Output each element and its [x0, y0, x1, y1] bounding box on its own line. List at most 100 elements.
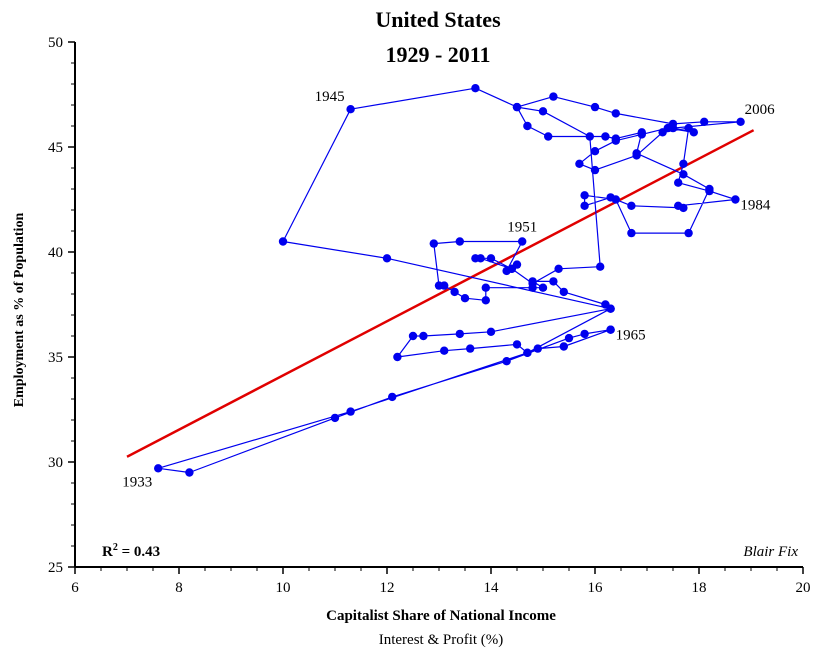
x-tick-label: 20: [796, 580, 811, 596]
x-tick-label: 6: [71, 580, 79, 596]
data-point: [346, 407, 355, 416]
data-point: [606, 304, 615, 313]
data-point: [658, 128, 667, 137]
data-point: [393, 352, 402, 362]
chart-title: United States: [375, 7, 501, 32]
data-point: [684, 228, 693, 238]
r-squared-value: = 0.43: [118, 544, 160, 560]
data-point: [580, 201, 589, 210]
chart-subtitle: 1929 - 2011: [385, 42, 490, 67]
year-label: 1951: [507, 220, 537, 236]
regression-line: [126, 129, 755, 458]
data-point: [502, 266, 511, 276]
data-point: [627, 228, 636, 238]
data-point: [388, 392, 397, 402]
r-squared-superscript: 2: [113, 542, 118, 553]
data-point: [637, 128, 646, 137]
year-label: 2006: [745, 102, 776, 118]
data-point: [700, 117, 709, 127]
x-tick-label: 10: [276, 580, 291, 596]
x-axis-sublabel: Interest & Profit (%): [379, 632, 504, 648]
x-tick-label: 14: [484, 580, 500, 596]
data-point: [528, 277, 537, 286]
data-point: [486, 327, 496, 336]
data-point: [471, 254, 480, 263]
data-point: [460, 294, 470, 303]
data-point: [538, 283, 548, 292]
data-point: [679, 203, 688, 213]
data-point: [559, 342, 568, 351]
data-point: [559, 287, 568, 297]
y-tick-label: 35: [48, 350, 63, 366]
data-point: [185, 468, 194, 477]
data-point: [278, 237, 288, 246]
data-point: [596, 262, 605, 271]
data-point: [533, 344, 542, 353]
y-tick-label: 30: [48, 455, 63, 471]
data-point: [674, 178, 683, 187]
data-point: [440, 281, 449, 290]
axis-ticks: 6 8 10 12 14 16 18 20 25 30 35 40 45 50: [48, 35, 811, 596]
x-axis-label: Capitalist Share of National Income: [326, 608, 556, 624]
series-connecting-line: [157, 87, 742, 474]
y-tick-label: 45: [48, 140, 63, 156]
data-point: [466, 344, 475, 353]
credit-label: Blair Fix: [743, 544, 798, 560]
data-point: [481, 283, 490, 292]
year-label: 1965: [616, 328, 646, 344]
data-point: [585, 132, 594, 141]
data-point: [455, 237, 464, 246]
data-point: [471, 84, 480, 93]
data-point: [419, 331, 428, 341]
data-point: [590, 147, 600, 156]
data-point: [486, 254, 496, 263]
data-point: [554, 264, 563, 273]
data-point: [154, 464, 163, 473]
data-point: [408, 331, 418, 341]
data-point: [679, 159, 688, 168]
data-point: [346, 105, 355, 114]
r-squared-annotation: R2 = 0.43: [102, 542, 160, 560]
data-point: [549, 92, 558, 101]
data-point: [611, 134, 620, 143]
data-point: [544, 132, 553, 141]
data-point: [590, 165, 600, 175]
y-axis-label: Employment as % of Population: [12, 213, 27, 408]
data-point: [590, 102, 600, 112]
data-point: [455, 329, 464, 339]
data-point: [502, 357, 511, 366]
data-point: [440, 346, 449, 355]
data-point: [564, 333, 574, 343]
data-point: [512, 340, 522, 349]
data-point: [575, 159, 584, 168]
data-point: [731, 195, 740, 204]
x-tick-label: 18: [692, 580, 707, 596]
data-point: [382, 254, 392, 263]
r-squared-symbol: R: [102, 544, 113, 560]
data-point: [580, 191, 589, 200]
x-tick-label: 12: [380, 580, 395, 596]
data-point: [632, 149, 641, 158]
data-point: [606, 325, 615, 334]
data-point: [705, 184, 714, 194]
data-point: [736, 117, 745, 127]
y-tick-label: 40: [48, 245, 63, 261]
year-labels-group: 1933 1945 1951 1965 1984 2006: [122, 89, 775, 490]
data-point: [611, 109, 620, 118]
data-point: [512, 260, 522, 269]
data-point: [512, 102, 522, 112]
data-point: [330, 413, 340, 423]
data-point: [684, 123, 693, 133]
data-point: [518, 237, 527, 246]
data-point: [601, 132, 610, 141]
data-point: [679, 170, 688, 179]
fit-line-group: [126, 129, 755, 458]
data-point: [523, 348, 532, 357]
year-label: 1933: [122, 474, 152, 490]
data-point: [481, 296, 490, 305]
series-group: [154, 84, 745, 477]
x-tick-label: 16: [588, 580, 604, 596]
x-tick-label: 8: [175, 580, 183, 596]
data-point: [450, 287, 459, 297]
